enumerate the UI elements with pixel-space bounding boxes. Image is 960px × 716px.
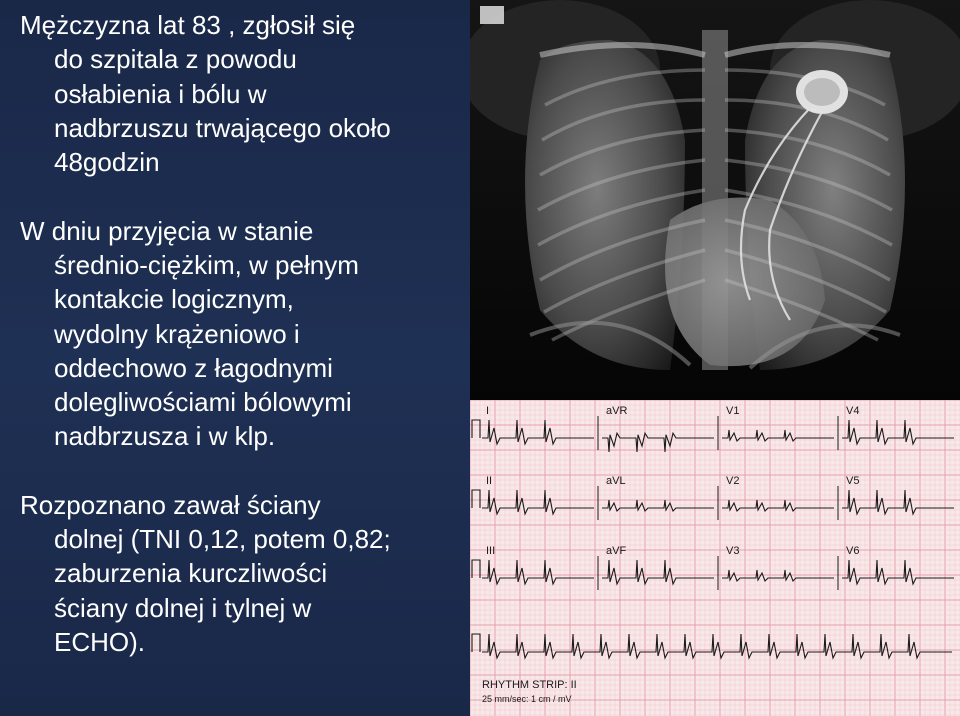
text-line: W dniu przyjęcia w stanie <box>20 214 450 248</box>
text-line: ECHO). <box>20 625 450 659</box>
text-line: wydolny krążeniowo i <box>20 317 450 351</box>
text-line: dolnej (TNI 0,12, potem 0,82; <box>20 522 450 556</box>
svg-text:V3: V3 <box>726 545 739 557</box>
text-line: Rozpoznano zawał ściany <box>20 488 450 522</box>
text-line: kontakcie logicznym, <box>20 282 450 316</box>
svg-text:aVL: aVL <box>606 475 626 487</box>
text-line: ściany dolnej i tylnej w <box>20 591 450 625</box>
text-line: nadbrzusza i w klp. <box>20 419 450 453</box>
title-line: Mężczyzna lat 83 , zgłosił się <box>20 8 450 42</box>
title-line: osłabienia i bólu w <box>20 77 450 111</box>
text-line: oddechowo z łagodnymi <box>20 351 450 385</box>
svg-text:V6: V6 <box>846 545 859 557</box>
rhythm-speed-label: 25 mm/sec: 1 cm / mV <box>482 694 572 704</box>
text-line: średnio-ciężkim, w pełnym <box>20 248 450 282</box>
title-line: 48godzin <box>20 145 450 179</box>
svg-text:aVF: aVF <box>606 545 626 557</box>
text-line: dolegliwościami bólowymi <box>20 385 450 419</box>
svg-text:V5: V5 <box>846 475 859 487</box>
case-title: Mężczyzna lat 83 , zgłosił się do szpita… <box>20 8 450 180</box>
svg-text:V4: V4 <box>846 405 859 417</box>
svg-text:I: I <box>486 405 489 417</box>
svg-text:III: III <box>486 545 495 557</box>
text-line: zaburzenia kurczliwości <box>20 556 450 590</box>
rhythm-strip-label: RHYTHM STRIP: II <box>482 679 577 691</box>
svg-text:aVR: aVR <box>606 405 627 417</box>
title-line: nadbrzuszu trwającego około <box>20 111 450 145</box>
case-text-block: Mężczyzna lat 83 , zgłosił się do szpita… <box>20 8 450 659</box>
diagnosis-paragraph: Rozpoznano zawał ściany dolnej (TNI 0,12… <box>20 488 450 660</box>
title-line: do szpitala z powodu <box>20 42 450 76</box>
ecg-strip: IaVR V1 V4 II aVL V2 V5 III aVF V3 V6 RHYTHM STRIP:… <box>470 400 960 716</box>
svg-text:II: II <box>486 475 492 487</box>
pacemaker-icon <box>796 70 848 114</box>
svg-text:V2: V2 <box>726 475 739 487</box>
chest-xray-image <box>470 0 960 400</box>
svg-text:V1: V1 <box>726 405 739 417</box>
admission-paragraph: W dniu przyjęcia w stanie średnio-ciężki… <box>20 214 450 454</box>
